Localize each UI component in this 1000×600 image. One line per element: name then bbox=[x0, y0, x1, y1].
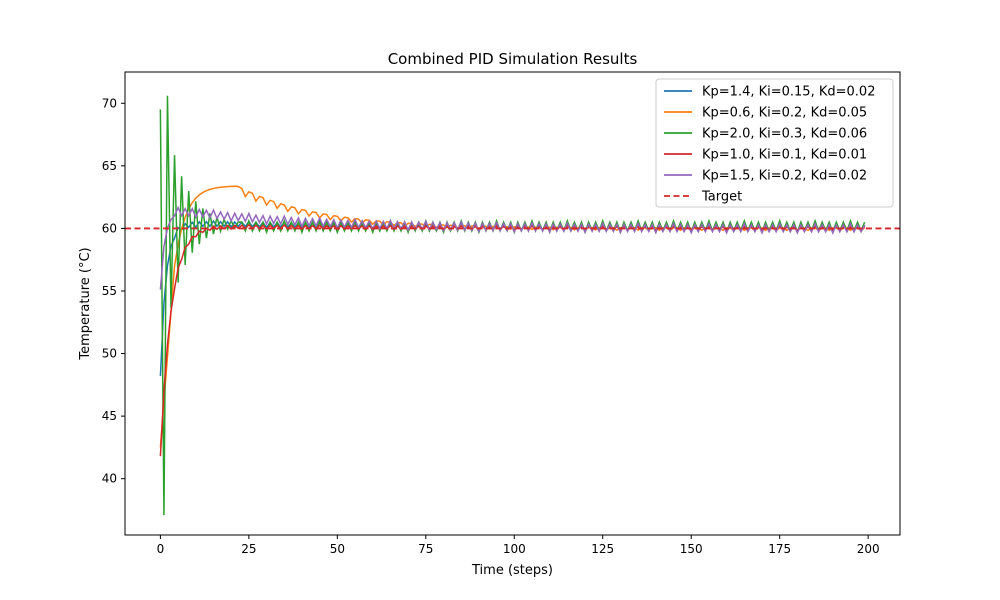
x-axis-label: Time (steps) bbox=[471, 563, 553, 578]
x-tick-label: 175 bbox=[768, 542, 791, 556]
series-line-1 bbox=[159, 219, 866, 377]
x-tick-label: 75 bbox=[418, 542, 433, 556]
y-tick-label: 50 bbox=[102, 347, 117, 361]
y-tick-label: 55 bbox=[102, 284, 117, 298]
x-axis: 0 25 50 75 100 125 150 175 200 bbox=[157, 535, 880, 556]
legend-label: Kp=2.0, Ki=0.3, Kd=0.06 bbox=[702, 127, 867, 142]
y-axis-label: Temperature (°C) bbox=[78, 247, 93, 360]
y-tick-label: 70 bbox=[102, 96, 117, 110]
legend-label: Kp=0.6, Ki=0.2, Kd=0.05 bbox=[702, 106, 867, 121]
plot-area bbox=[125, 95, 900, 515]
y-tick-label: 65 bbox=[102, 159, 117, 173]
legend-label: Target bbox=[701, 190, 742, 205]
legend-label: Kp=1.4, Ki=0.15, Kd=0.02 bbox=[702, 85, 875, 100]
x-tick-label: 200 bbox=[857, 542, 880, 556]
series-line-4 bbox=[159, 223, 866, 457]
x-tick-label: 50 bbox=[330, 542, 345, 556]
plot-frame bbox=[124, 71, 901, 536]
x-tick-label: 125 bbox=[591, 542, 614, 556]
y-tick-label: 40 bbox=[102, 472, 117, 486]
chart-title: Combined PID Simulation Results bbox=[388, 50, 638, 68]
y-tick-label: 60 bbox=[102, 221, 117, 235]
x-tick-label: 150 bbox=[680, 542, 703, 556]
x-tick-label: 0 bbox=[157, 542, 165, 556]
legend-frame bbox=[655, 78, 894, 208]
legend: Kp=1.4, Ki=0.15, Kd=0.02 Kp=0.6, Ki=0.2, … bbox=[655, 78, 894, 208]
legend-label: Kp=1.0, Ki=0.1, Kd=0.01 bbox=[702, 148, 867, 163]
y-tick-label: 45 bbox=[102, 409, 117, 423]
y-axis: 40 45 50 55 60 65 70 bbox=[102, 96, 125, 486]
series-line-5 bbox=[159, 205, 866, 290]
legend-label: Kp=1.5, Ki=0.2, Kd=0.02 bbox=[702, 169, 867, 184]
x-tick-label: 25 bbox=[241, 542, 256, 556]
x-tick-label: 100 bbox=[503, 542, 526, 556]
